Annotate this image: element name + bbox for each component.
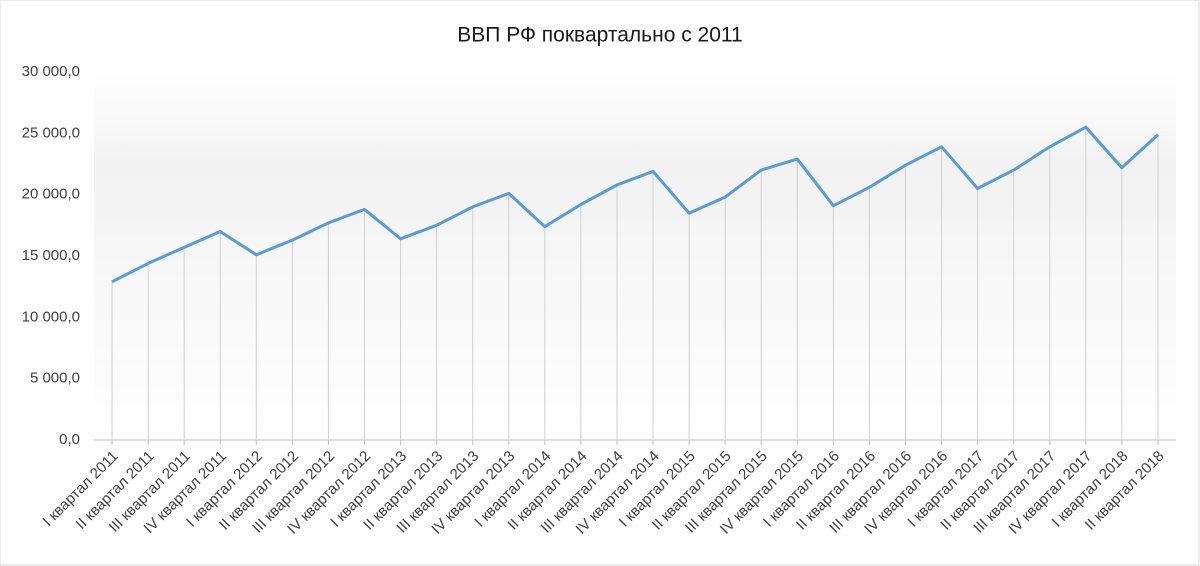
y-tick-label: 15 000,0 bbox=[22, 247, 80, 264]
y-tick-label: 0,0 bbox=[59, 431, 80, 448]
plot-area bbox=[94, 72, 1176, 440]
y-tick-label: 25 000,0 bbox=[22, 124, 80, 141]
y-tick-label: 10 000,0 bbox=[22, 308, 80, 325]
y-tick-label: 30 000,0 bbox=[22, 63, 80, 80]
chart-title: ВВП РФ поквартально с 2011 bbox=[457, 24, 742, 47]
data-line bbox=[111, 125, 1160, 284]
y-tick-label: 5 000,0 bbox=[30, 370, 80, 387]
y-tick-label: 20 000,0 bbox=[22, 186, 80, 203]
